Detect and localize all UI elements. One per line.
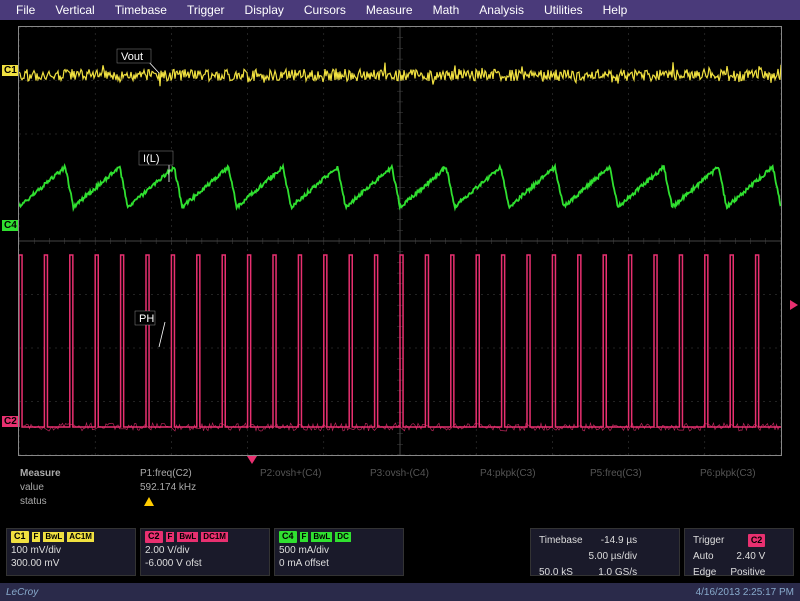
trigger-mode: Auto [693, 550, 728, 564]
measure-p1-header: P1:freq(C2) [140, 468, 260, 479]
menu-analysis[interactable]: Analysis [469, 1, 534, 19]
ch1-marker: C1 [2, 65, 19, 76]
measure-p2-header: P2:ovsh+(C4) [260, 468, 370, 479]
menu-file[interactable]: File [6, 1, 45, 19]
timebase-samples: 50.0 kS [539, 566, 587, 580]
timebase-delay: -14.9 µs [589, 534, 642, 548]
ch2-tag: C2 [145, 531, 163, 543]
brand-label: LeCroy [6, 587, 38, 598]
trigger-level-marker-icon [790, 300, 798, 310]
menu-timebase[interactable]: Timebase [105, 1, 177, 19]
trigger-level: 2.40 V [730, 550, 769, 564]
trigger-time-marker-icon [247, 456, 257, 464]
measure-status-row: status [20, 496, 780, 507]
channel-descriptors: C1 F BwL AC1M 100 mV/div 300.00 mV C2 F … [6, 528, 404, 576]
footer-bar: LeCroy 4/16/2013 2:25:17 PM [0, 583, 800, 601]
menu-vertical[interactable]: Vertical [45, 1, 104, 19]
menu-cursors[interactable]: Cursors [294, 1, 356, 19]
trigger-edge: Edge [693, 566, 728, 580]
ch1-band: F [32, 532, 41, 542]
ch1-offset: 300.00 mV [11, 557, 131, 570]
ch1-tag: C1 [11, 531, 29, 543]
menu-trigger[interactable]: Trigger [177, 1, 235, 19]
ch2-bwl: BwL [177, 532, 198, 542]
ch2-vdiv: 2.00 V/div [145, 544, 265, 557]
menubar: File Vertical Timebase Trigger Display C… [0, 0, 800, 20]
measure-value-row: value 592.174 kHz [20, 482, 780, 493]
ch1-bwl: BwL [43, 532, 64, 542]
measure-header-row: Measure P1:freq(C2) P2:ovsh+(C4) P3:ovsh… [20, 468, 780, 479]
timestamp-label: 4/16/2013 2:25:17 PM [696, 587, 794, 598]
waveform-display: Vout I(L) PH [18, 26, 782, 456]
measure-p5-header: P5:freq(C3) [590, 468, 700, 479]
ch4-descriptor[interactable]: C4 F BwL DC 500 mA/div 0 mA offset [274, 528, 404, 576]
ch4-bwl: BwL [311, 532, 332, 542]
measure-label: Measure [20, 468, 61, 479]
ch4-coupling: DC [335, 532, 351, 542]
measure-p1-value: 592.174 kHz [140, 482, 260, 493]
menu-measure[interactable]: Measure [356, 1, 423, 19]
svg-text:Vout: Vout [121, 51, 143, 63]
ch2-marker: C2 [2, 416, 19, 427]
timebase-rate: 1.0 GS/s [589, 566, 642, 580]
timebase-hdiv: 5.00 µs/div [589, 550, 642, 564]
svg-text:I(L): I(L) [143, 153, 160, 165]
ch2-descriptor[interactable]: C2 F BwL DC1M 2.00 V/div -6.000 V ofst [140, 528, 270, 576]
ch1-vdiv: 100 mV/div [11, 544, 131, 557]
menu-math[interactable]: Math [423, 1, 470, 19]
measure-p6-header: P6:pkpk(C3) [700, 468, 790, 479]
trigger-title: Trigger [693, 534, 728, 548]
trigger-source: C2 [748, 534, 766, 547]
ch4-vdiv: 500 mA/div [279, 544, 399, 557]
svg-text:PH: PH [139, 313, 154, 325]
measure-p3-header: P3:ovsh-(C4) [370, 468, 480, 479]
trigger-slope: Positive [730, 566, 769, 580]
ch4-marker: C4 [2, 220, 19, 231]
ch1-descriptor[interactable]: C1 F BwL AC1M 100 mV/div 300.00 mV [6, 528, 136, 576]
trigger-box[interactable]: TriggerC2 Auto2.40 V EdgePositive [684, 528, 794, 576]
measure-status-label: status [20, 496, 140, 507]
menu-help[interactable]: Help [593, 1, 638, 19]
menu-utilities[interactable]: Utilities [534, 1, 593, 19]
warning-icon [144, 497, 154, 506]
right-info-panel: Timebase-14.9 µs 5.00 µs/div 50.0 kS1.0 … [530, 528, 794, 576]
ch1-coupling: AC1M [67, 532, 94, 542]
measure-p4-header: P4:pkpk(C3) [480, 468, 590, 479]
timebase-title: Timebase [539, 534, 587, 548]
ch4-tag: C4 [279, 531, 297, 543]
measure-value-label: value [20, 482, 140, 493]
ch2-band: F [166, 532, 175, 542]
menu-display[interactable]: Display [235, 1, 294, 19]
ch2-coupling: DC1M [201, 532, 228, 542]
timebase-box[interactable]: Timebase-14.9 µs 5.00 µs/div 50.0 kS1.0 … [530, 528, 680, 576]
ch2-offset: -6.000 V ofst [145, 557, 265, 570]
ch4-offset: 0 mA offset [279, 557, 399, 570]
ch4-band: F [300, 532, 309, 542]
